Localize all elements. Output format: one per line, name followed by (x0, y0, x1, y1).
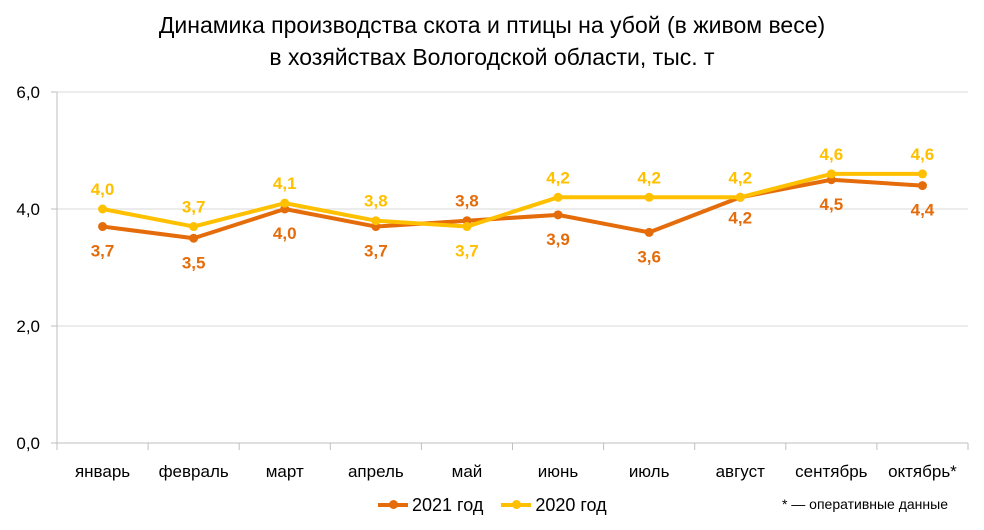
data-point-2021 (553, 210, 563, 220)
x-tick-label: март (266, 462, 304, 481)
x-tick-label: январь (75, 462, 130, 481)
data-point-2020 (917, 169, 927, 179)
data-point-2020 (98, 204, 108, 214)
data-point-2021 (644, 227, 654, 237)
data-point-2020 (826, 169, 836, 179)
data-point-2020 (553, 192, 563, 202)
data-label-2020: 4,1 (273, 174, 297, 193)
data-label-2021: 3,6 (637, 247, 661, 266)
data-point-2020 (280, 198, 290, 208)
chart-title-line-1: Динамика производства скота и птицы на у… (158, 12, 826, 38)
data-label-2020: 4,6 (820, 145, 844, 164)
series-line-2020 (100, 171, 925, 229)
legend-item-2021: 2021 год (378, 495, 483, 516)
x-tick-label: май (452, 462, 483, 481)
data-label-2021: 3,5 (182, 253, 206, 272)
legend: 2021 год 2020 год (378, 492, 625, 518)
series-line-2021 (100, 177, 925, 241)
y-tick-label: 2,0 (16, 317, 40, 336)
data-label-2020: 4,2 (728, 168, 752, 187)
data-point-2020 (735, 192, 745, 202)
data-point-2021 (917, 181, 927, 191)
x-tick-label: апрель (348, 462, 404, 481)
chart-title-line-2: в хозяйствах Вологодской области, тыс. т (269, 44, 715, 70)
data-point-2020 (371, 216, 381, 226)
data-label-2020: 3,8 (364, 192, 388, 211)
x-tick-label: август (716, 462, 765, 481)
data-label-2021: 3,7 (91, 242, 115, 261)
data-point-2020 (462, 222, 472, 232)
data-label-2021: 3,7 (364, 242, 388, 261)
data-label-2020: 4,6 (911, 145, 935, 164)
y-tick-label: 0,0 (16, 434, 40, 453)
data-label-2021: 3,9 (546, 230, 570, 249)
data-label-2021: 3,8 (455, 192, 479, 211)
legend-swatch-2021 (378, 500, 408, 509)
x-tick-label: июль (629, 462, 670, 481)
data-point-2021 (98, 222, 108, 232)
data-label-2020: 4,0 (91, 180, 115, 199)
data-label-2021: 4,4 (911, 201, 935, 220)
y-tick-label: 4,0 (16, 200, 40, 219)
legend-label-2020: 2020 год (535, 494, 607, 515)
data-point-2021 (189, 233, 199, 243)
data-point-2020 (189, 222, 199, 232)
data-label-2021: 4,2 (728, 208, 752, 227)
data-label-2021: 4,5 (820, 195, 844, 214)
footnote: * — оперативные данные (781, 496, 948, 512)
data-point-2020 (644, 192, 654, 202)
x-tick-label: февраль (159, 462, 229, 481)
data-label-2020: 4,2 (637, 168, 661, 187)
data-label-2020: 4,2 (546, 168, 570, 187)
legend-label-2021: 2021 год (412, 494, 484, 515)
y-tick-label: 6,0 (16, 83, 40, 102)
data-label-2020: 3,7 (182, 198, 206, 217)
x-tick-label: сентябрь (795, 462, 868, 481)
legend-swatch-2020 (501, 500, 532, 509)
data-label-2020: 3,7 (455, 242, 479, 261)
x-tick-label: июнь (538, 462, 579, 481)
data-label-2021: 4,0 (273, 224, 297, 243)
legend-item-2020: 2020 год (501, 494, 607, 516)
x-tick-label: октябрь* (888, 462, 957, 481)
